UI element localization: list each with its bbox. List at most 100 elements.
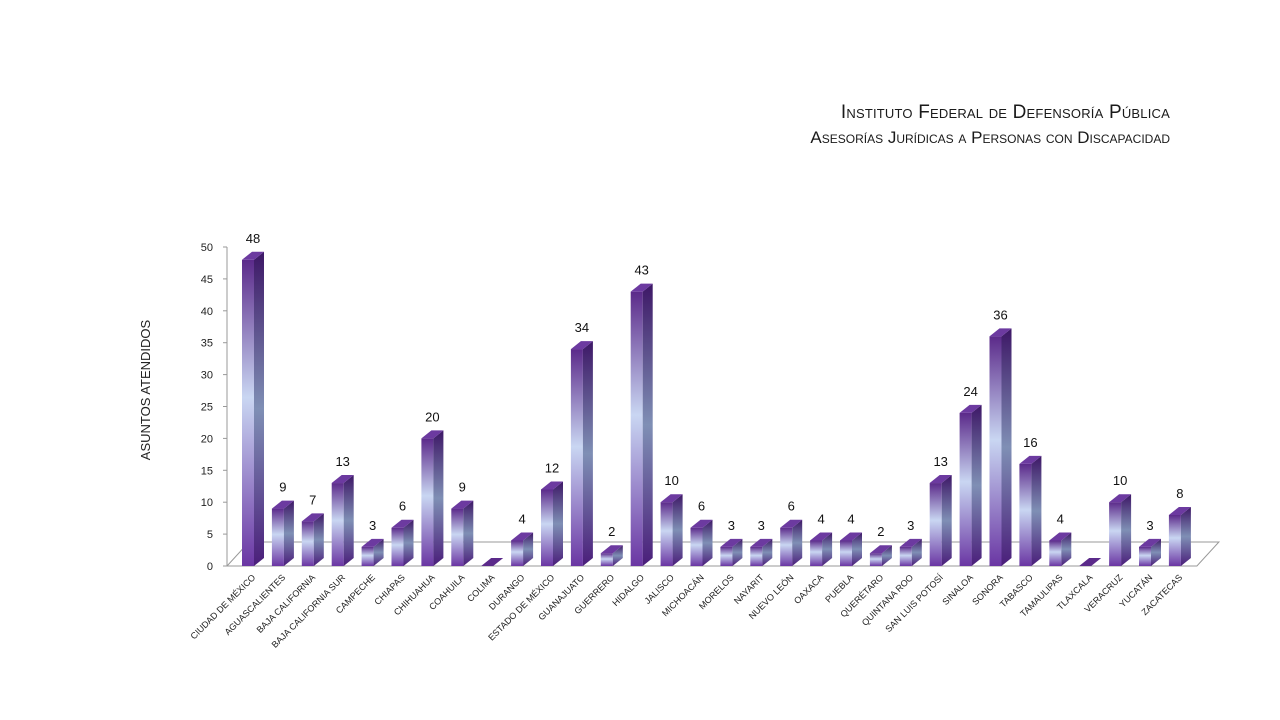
bar (840, 532, 862, 566)
bar-side (672, 494, 683, 566)
bar-front (1168, 514, 1181, 566)
data-label: 3 (907, 518, 914, 533)
y-tick-label: 45 (201, 274, 213, 286)
bar (361, 538, 384, 566)
bar-zero (1079, 558, 1102, 566)
data-label: 4 (847, 511, 854, 526)
bar-top (690, 519, 713, 528)
bar-side (373, 538, 384, 566)
bar (242, 251, 264, 566)
data-label: 16 (1023, 435, 1037, 450)
bar-top (361, 538, 384, 547)
bar-front (690, 527, 703, 566)
bar-front (242, 259, 254, 566)
data-label: 10 (1113, 473, 1127, 488)
bar-front (780, 527, 793, 566)
bar-front (1049, 540, 1062, 566)
bar-front (600, 553, 613, 566)
bar (451, 500, 474, 566)
bar-side (1031, 455, 1042, 566)
x-tick-label: HIDALGO (610, 572, 646, 608)
bar-front (1019, 463, 1032, 566)
bar-side (1001, 328, 1012, 566)
bar-front (451, 508, 464, 566)
data-label: 4 (518, 511, 525, 526)
bar-top (989, 328, 1012, 337)
bar-zero (481, 558, 504, 566)
data-label: 6 (399, 499, 406, 514)
data-label: 9 (459, 480, 466, 495)
bar (421, 430, 444, 566)
data-label: 2 (877, 524, 884, 539)
bar (570, 341, 593, 566)
bar (989, 328, 1012, 566)
bar-side (881, 545, 892, 566)
bar-side (313, 513, 324, 566)
data-label: 48 (246, 231, 260, 246)
y-tick-label: 15 (201, 465, 213, 477)
data-label: 36 (993, 307, 1007, 322)
bar-top (391, 519, 414, 528)
bar-front (899, 546, 912, 566)
bar-side (254, 251, 264, 566)
data-label: 2 (608, 524, 615, 539)
bar-front (989, 336, 1002, 566)
bar-top (1109, 494, 1132, 503)
bar-front (541, 489, 553, 566)
y-tick-label: 30 (201, 370, 213, 382)
bar-front (391, 527, 404, 566)
bar-top (1019, 455, 1042, 464)
bar-front (869, 553, 882, 566)
bar (959, 404, 982, 566)
bar (750, 538, 773, 566)
bar-top (600, 545, 623, 554)
bar-top (929, 475, 952, 484)
bar-front (720, 546, 733, 566)
bar (810, 532, 833, 566)
bar (600, 545, 623, 566)
bar (660, 494, 683, 566)
bar-side (941, 475, 952, 566)
bar-front (511, 540, 524, 566)
bar-top (541, 481, 563, 490)
bar-side (642, 283, 653, 566)
data-label: 6 (698, 499, 705, 514)
x-tick-label: SINALOA (940, 572, 975, 607)
bar (391, 519, 414, 566)
y-tick-label: 40 (201, 306, 213, 318)
y-tick-label: 25 (201, 402, 213, 414)
bar (720, 538, 743, 566)
bar (780, 519, 803, 566)
y-tick-label: 10 (201, 497, 213, 509)
y-tick-label: 20 (201, 433, 213, 445)
bar-top (511, 532, 534, 541)
bar (1019, 455, 1042, 566)
bar-front (331, 483, 344, 566)
bar (1168, 506, 1191, 566)
bar-side (702, 519, 713, 566)
bar (271, 500, 294, 566)
bar-top (570, 341, 593, 350)
data-label: 4 (817, 511, 824, 526)
data-label: 4 (1057, 511, 1064, 526)
bar-side (971, 404, 982, 566)
bar (630, 283, 653, 566)
data-label: 3 (1146, 518, 1153, 533)
y-tick-label: 0 (207, 561, 213, 573)
bar-side (343, 475, 354, 566)
data-label: 34 (575, 320, 589, 335)
bar-top (451, 500, 474, 509)
bar-front (301, 521, 314, 566)
data-label: 9 (279, 480, 286, 495)
bar-side (433, 430, 444, 566)
bar-side (403, 519, 414, 566)
data-label: 12 (545, 460, 559, 475)
data-label: 13 (335, 454, 349, 469)
bar (331, 475, 354, 566)
bar-front (1139, 546, 1151, 566)
bar-top (660, 494, 683, 503)
bar-front (421, 438, 434, 566)
y-axis-label: ASUNTOS ATENDIDOS (138, 319, 153, 460)
bar-top (331, 475, 354, 484)
